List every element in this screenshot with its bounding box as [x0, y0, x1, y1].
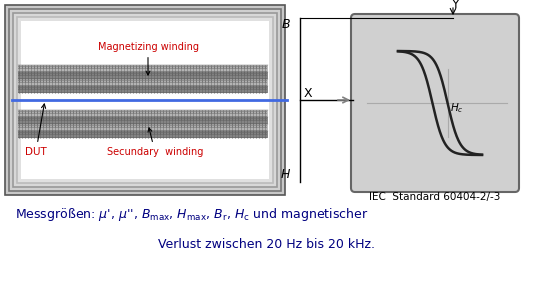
Text: Verlust zwischen 20 Hz bis 20 kHz.: Verlust zwischen 20 Hz bis 20 kHz. — [157, 238, 375, 251]
Bar — [18, 65, 268, 72]
Bar — [13, 13, 277, 187]
Text: DUT: DUT — [25, 104, 47, 157]
Text: Secundary  winding: Secundary winding — [107, 128, 203, 157]
Bar — [18, 72, 268, 79]
Bar — [9, 9, 281, 191]
Bar — [18, 86, 268, 93]
Bar — [5, 5, 285, 195]
Bar — [18, 131, 268, 138]
Bar — [18, 117, 268, 124]
Bar — [18, 124, 268, 131]
Bar — [18, 110, 268, 117]
Bar — [21, 21, 269, 179]
Text: Magnetizing winding: Magnetizing winding — [98, 42, 198, 75]
Bar — [18, 79, 268, 86]
Text: $H_c$: $H_c$ — [449, 101, 463, 115]
Bar — [17, 17, 273, 183]
Text: B: B — [281, 18, 290, 31]
FancyBboxPatch shape — [351, 14, 519, 192]
Text: IEC  Standard 60404-2/-3: IEC Standard 60404-2/-3 — [369, 192, 500, 202]
Text: Messgrößen: $\mu$', $\mu$'', $B_{\mathregular{max}}$, $H_{\mathregular{max}}$, $: Messgrößen: $\mu$', $\mu$'', $B_{\mathre… — [15, 206, 368, 223]
Text: Y: Y — [452, 0, 459, 11]
Text: H: H — [281, 168, 290, 181]
Text: X: X — [304, 87, 313, 100]
